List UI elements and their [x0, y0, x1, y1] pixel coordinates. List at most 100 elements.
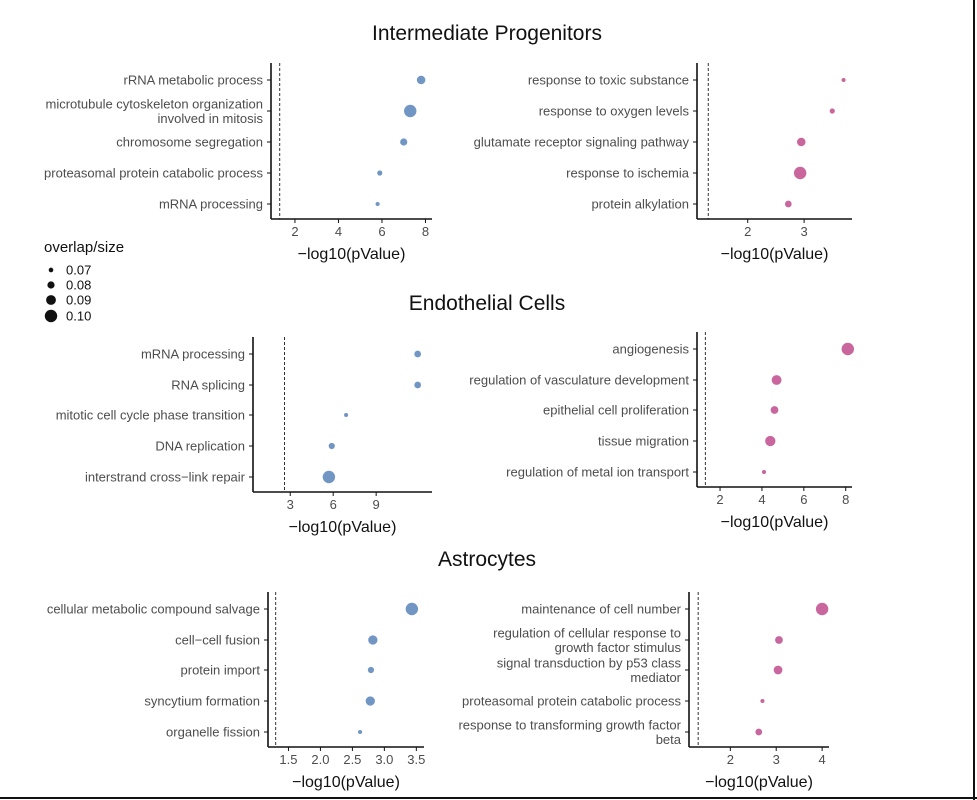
- term-label: DNA replication: [155, 439, 245, 454]
- term-label: response to toxic substance: [528, 73, 689, 88]
- term-point: [770, 406, 779, 414]
- x-tick-label: 9: [373, 497, 380, 512]
- term-label: glutamate receptor signaling pathway: [474, 135, 690, 150]
- x-tick-label: 4: [335, 224, 342, 239]
- size-legend: overlap/size 0.070.080.090.10: [44, 239, 124, 324]
- legend-size-dot: [44, 309, 58, 323]
- term-point: [414, 350, 422, 358]
- term-label: protein alkylation: [591, 197, 689, 212]
- term-point: [400, 138, 408, 146]
- term-point: [771, 375, 782, 385]
- term-label: protein import: [181, 663, 261, 678]
- term-point: [760, 698, 765, 704]
- term-label: mitotic cell cycle phase transition: [56, 408, 245, 423]
- term-point: [815, 602, 829, 616]
- panel-6: 2 3 4 −log10(pValue) maintenance of cell num…: [458, 592, 829, 791]
- term-label: RNA splicing: [171, 378, 245, 393]
- term-label: rRNA metabolic process: [124, 73, 264, 88]
- x-axis-label: −log10(pValue): [721, 514, 829, 531]
- term-point: [416, 75, 426, 85]
- x-tick-label: 3.0: [375, 752, 393, 767]
- term-label: proteasomal protein catabolic process: [44, 166, 263, 181]
- legend-label: 0.10: [66, 309, 91, 324]
- x-tick-label: 3: [287, 497, 294, 512]
- term-label: tissue migration: [598, 434, 689, 449]
- section-title: Endothelial Cells: [409, 292, 565, 315]
- term-point: [404, 104, 417, 118]
- term-label: interstrand cross−link repair: [85, 470, 246, 485]
- legend-title: overlap/size: [44, 239, 124, 256]
- term-label: angiogenesis: [612, 342, 689, 357]
- legend-label: 0.07: [66, 263, 91, 278]
- term-label: response to ischemia: [566, 166, 690, 181]
- legend-label: 0.09: [66, 293, 91, 308]
- legend-size-dot: [48, 267, 54, 273]
- term-label: signal transduction by p53 class: [497, 655, 682, 670]
- term-label: organelle fission: [166, 725, 260, 740]
- x-tick-label: 6: [330, 497, 337, 512]
- term-point: [841, 77, 846, 83]
- term-point: [797, 137, 806, 147]
- term-point: [375, 201, 380, 207]
- term-point: [775, 636, 783, 644]
- term-label: regulation of metal ion transport: [506, 465, 689, 480]
- term-point: [367, 666, 375, 674]
- x-tick-label: 6: [378, 224, 385, 239]
- term-label: response to oxygen levels: [539, 104, 690, 119]
- term-point: [773, 665, 783, 675]
- x-tick-label: 4: [818, 752, 825, 767]
- panel-5: 1.5 2.0 2.5 3.0 3.5 −log10(pValue) cellular me…: [47, 592, 425, 791]
- term-label: growth factor stimulus: [555, 640, 682, 655]
- figure-border-right: [973, 0, 975, 800]
- x-tick-label: 2.0: [311, 752, 329, 767]
- x-tick-label: 6: [800, 492, 807, 507]
- term-label: mRNA processing: [141, 347, 245, 362]
- x-axis-label: −log10(pValue): [705, 774, 813, 791]
- term-label: syncytium formation: [144, 694, 260, 709]
- x-tick-label: 8: [842, 492, 849, 507]
- x-axis-label: −log10(pValue): [292, 774, 400, 791]
- x-tick-label: 4: [758, 492, 765, 507]
- term-point: [784, 200, 792, 208]
- x-tick-label: 2: [291, 224, 298, 239]
- section-title: Astrocytes: [438, 548, 536, 571]
- term-point: [368, 635, 378, 645]
- term-point: [405, 602, 419, 616]
- x-tick-label: 2: [727, 752, 734, 767]
- term-point: [328, 442, 335, 450]
- term-point: [755, 728, 763, 736]
- term-label: proteasomal protein catabolic process: [462, 694, 681, 709]
- x-axis-label: −log10(pValue): [721, 246, 829, 263]
- term-label: maintenance of cell number: [521, 602, 681, 617]
- panel-3: 3 6 9 −log10(pValue) mRNA processing RNA spli…: [56, 337, 432, 536]
- term-label: regulation of vasculature development: [469, 373, 689, 388]
- term-label: cellular metabolic compound salvage: [47, 602, 260, 617]
- panel-2: 2 3 −log10(pValue) response to toxic substa…: [474, 63, 852, 263]
- legend-label: 0.08: [66, 278, 91, 293]
- term-label: regulation of cellular response to: [493, 625, 681, 640]
- term-label: mediator: [630, 670, 681, 685]
- x-tick-label: 3.5: [407, 752, 425, 767]
- x-tick-label: 3: [800, 224, 807, 239]
- term-label: response to transforming growth factor: [458, 717, 681, 732]
- term-label: beta: [656, 732, 682, 747]
- term-point: [841, 342, 855, 356]
- term-point: [344, 412, 349, 418]
- x-tick-label: 2.5: [343, 752, 361, 767]
- x-tick-label: 2: [716, 492, 723, 507]
- term-point: [414, 381, 422, 389]
- x-tick-label: 2: [744, 224, 751, 239]
- term-label: epithelial cell proliferation: [543, 403, 689, 418]
- x-tick-label: 3: [773, 752, 780, 767]
- term-label: involved in mitosis: [158, 111, 264, 126]
- term-label: chromosome segregation: [116, 135, 263, 150]
- term-point: [765, 435, 776, 447]
- term-point: [365, 696, 375, 706]
- panel-4: 2 4 6 8 −log10(pValue) angiogenesis regulation…: [469, 332, 855, 531]
- legend-size-dot: [47, 281, 55, 289]
- term-point: [793, 166, 807, 180]
- term-point: [358, 729, 363, 735]
- term-point: [761, 469, 767, 475]
- term-label: cell−cell fusion: [175, 633, 260, 648]
